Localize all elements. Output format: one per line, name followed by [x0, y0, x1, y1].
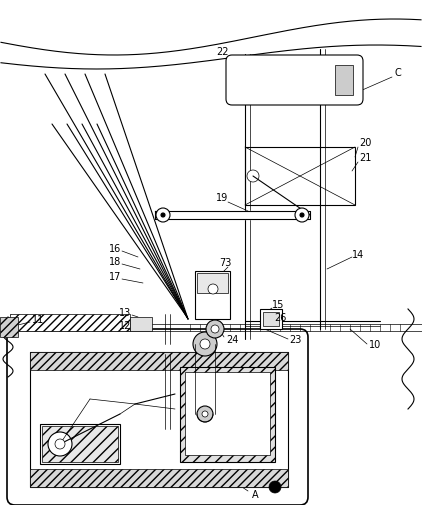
Text: 11: 11 — [32, 315, 44, 324]
FancyBboxPatch shape — [226, 56, 363, 106]
Bar — [0, 317, 18, 337]
Bar — [185, 372, 270, 455]
Bar — [30, 469, 288, 487]
Circle shape — [156, 209, 170, 223]
Circle shape — [247, 171, 259, 183]
Text: 20: 20 — [359, 138, 371, 147]
Text: 73: 73 — [219, 258, 231, 268]
Text: A: A — [252, 489, 258, 499]
Circle shape — [300, 214, 304, 218]
Bar — [42, 426, 118, 462]
Text: 12: 12 — [119, 320, 131, 330]
Text: 10: 10 — [369, 339, 381, 349]
Circle shape — [55, 439, 65, 449]
Text: 19: 19 — [216, 192, 228, 203]
Text: 23: 23 — [289, 334, 301, 344]
Circle shape — [208, 284, 218, 294]
Polygon shape — [155, 212, 310, 220]
Text: C: C — [395, 68, 401, 78]
Circle shape — [48, 432, 72, 456]
Circle shape — [197, 406, 213, 422]
Circle shape — [193, 332, 217, 357]
Bar — [10, 315, 130, 331]
Bar — [40, 424, 120, 464]
Bar — [30, 352, 288, 487]
Text: 26: 26 — [274, 313, 286, 322]
Circle shape — [161, 214, 165, 218]
Circle shape — [202, 411, 208, 417]
Bar — [130, 317, 152, 331]
Text: 21: 21 — [359, 153, 371, 163]
Bar — [180, 367, 275, 462]
Text: 17: 17 — [109, 272, 121, 281]
Bar — [245, 147, 355, 206]
Circle shape — [269, 481, 281, 493]
Text: 22: 22 — [217, 47, 229, 57]
Circle shape — [206, 320, 224, 338]
Bar — [197, 274, 228, 293]
Circle shape — [295, 209, 309, 223]
Text: 24: 24 — [226, 334, 238, 344]
FancyBboxPatch shape — [7, 329, 308, 505]
Bar — [335, 66, 353, 96]
Circle shape — [211, 325, 219, 333]
Text: 16: 16 — [109, 243, 121, 254]
Text: 18: 18 — [109, 257, 121, 267]
Bar — [30, 352, 288, 370]
Circle shape — [200, 339, 210, 349]
Text: 14: 14 — [352, 249, 364, 260]
Bar — [195, 272, 230, 319]
Text: 15: 15 — [272, 299, 284, 310]
Bar — [263, 313, 279, 326]
Text: 13: 13 — [119, 308, 131, 317]
Bar — [260, 310, 282, 329]
